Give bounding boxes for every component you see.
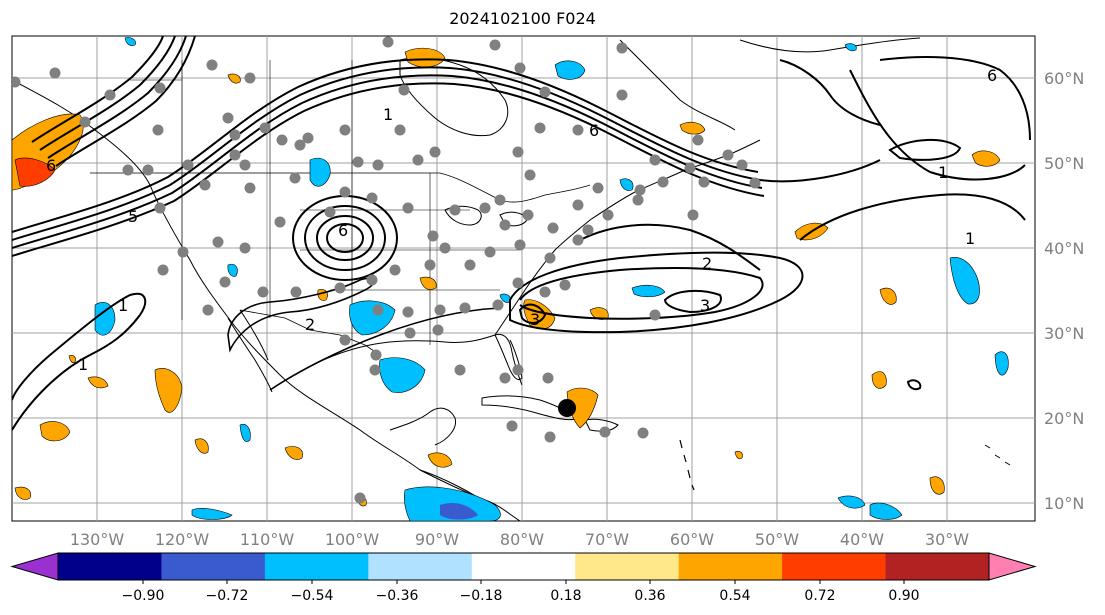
contour-label: 3 (700, 296, 710, 315)
contour-label: 5 (128, 207, 138, 226)
lon-label: 90°W (415, 530, 459, 549)
colorbar-segment (885, 553, 990, 580)
map-title: 2024102100 F024 (449, 9, 596, 28)
map-plot-area: 6 1 6 5 6 1 1 2 3 1 2 3 6 1 130°W 120°W … (11, 35, 1084, 549)
colorbar-tick-label: 0.54 (719, 588, 750, 604)
contour-label: 1 (965, 229, 975, 248)
lon-label: 70°W (585, 530, 629, 549)
colorbar-tick-label: −0.18 (460, 588, 503, 604)
longitude-labels: 130°W 120°W 110°W 100°W 90°W 80°W 70°W 6… (70, 530, 969, 549)
contour-label: 2 (305, 315, 315, 334)
colorbar-tick-label: −0.90 (122, 588, 165, 604)
contour-label: 6 (987, 66, 997, 85)
colorbar-tick-label: 0.36 (634, 588, 665, 604)
colorbar-extend-low (10, 552, 59, 581)
contour-label: 1 (118, 296, 128, 315)
colorbar-tick-label: −0.36 (376, 588, 419, 604)
colorbar-tick-label: 0.90 (888, 588, 919, 604)
lon-label: 130°W (70, 530, 125, 549)
colorbar-segment (161, 553, 266, 580)
colorbar-ticks (142, 580, 905, 584)
lon-label: 50°W (755, 530, 799, 549)
storm-center-marker (558, 399, 576, 417)
contour-label: 3 (530, 310, 540, 329)
colorbar-extend-high (988, 552, 1037, 581)
lat-label: 10°N (1044, 494, 1084, 513)
colorbar-segments (10, 552, 1037, 581)
colorbar-segment (368, 553, 473, 580)
colorbar-tick-label: −0.72 (206, 588, 249, 604)
contour-label: 2 (702, 254, 712, 273)
contour-label: 1 (938, 163, 948, 182)
contour-label: 6 (589, 121, 599, 140)
lon-label: 40°W (840, 530, 884, 549)
contour-label: 6 (46, 156, 56, 175)
lon-label: 80°W (500, 530, 544, 549)
colorbar-segment (471, 553, 576, 580)
contour-label: 1 (383, 105, 393, 124)
lon-label: 110°W (240, 530, 295, 549)
colorbar: −0.90 −0.72 −0.54 −0.36 −0.18 0.18 0.36 … (10, 552, 1037, 604)
colorbar-tick-label: −0.54 (291, 588, 334, 604)
contour-label: 6 (338, 221, 348, 240)
colorbar-frame (57, 552, 990, 581)
colorbar-tick-label: 0.72 (804, 588, 835, 604)
lon-label: 30°W (925, 530, 969, 549)
colorbar-segment (782, 553, 887, 580)
colorbar-tick-label: 0.18 (550, 588, 581, 604)
lon-label: 120°W (155, 530, 210, 549)
colorbar-segment (264, 553, 369, 580)
lat-label: 30°N (1044, 324, 1084, 343)
lon-label: 60°W (670, 530, 714, 549)
lat-label: 20°N (1044, 409, 1084, 428)
contour-label: 1 (78, 355, 88, 374)
contour-label-group: 6 1 6 5 6 1 1 2 3 1 2 3 6 1 (46, 66, 997, 374)
lat-label: 40°N (1044, 239, 1084, 258)
lat-label: 50°N (1044, 154, 1084, 173)
lat-label: 60°N (1044, 69, 1084, 88)
colorbar-segment (58, 553, 162, 580)
colorbar-tick-labels: −0.90 −0.72 −0.54 −0.36 −0.18 0.18 0.36 … (122, 588, 920, 604)
lon-label: 100°W (325, 530, 380, 549)
colorbar-segment (575, 553, 680, 580)
station-dots (12, 36, 761, 504)
latitude-labels: 60°N 50°N 40°N 30°N 20°N 10°N (1044, 69, 1084, 513)
deep-negative-patch (440, 503, 478, 520)
colorbar-segment (678, 553, 783, 580)
